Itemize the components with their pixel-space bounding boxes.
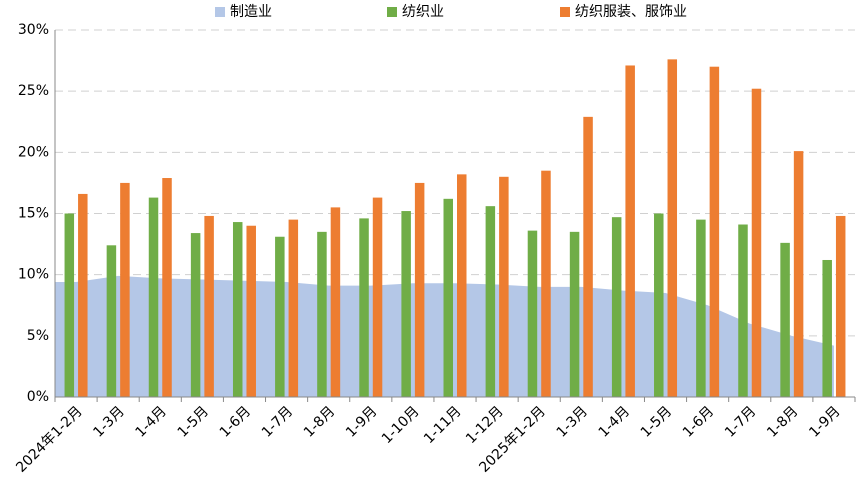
x-tick-label: 1-8月 (764, 403, 801, 440)
bar (330, 207, 341, 397)
bar (162, 178, 172, 397)
bar (457, 174, 467, 397)
bar (232, 222, 243, 397)
bar (527, 230, 538, 397)
bar (751, 88, 762, 397)
bar (667, 59, 678, 398)
bar (372, 197, 383, 397)
bar (414, 182, 425, 397)
bar (443, 198, 453, 397)
bar (401, 211, 411, 397)
x-tick-label: 1-9月 (806, 403, 843, 440)
x-tick-label: 1-11月 (421, 403, 465, 447)
x-tick-label: 1-7月 (722, 403, 759, 440)
bar (738, 224, 748, 397)
x-tick-label: 1-4月 (133, 403, 170, 440)
bar (106, 245, 117, 397)
x-tick-label: 1-3月 (554, 403, 591, 440)
x-tick-label: 1-10月 (379, 403, 423, 447)
bar (793, 151, 804, 397)
bar (64, 213, 75, 397)
bar (654, 213, 664, 397)
bar (780, 242, 790, 397)
bar (317, 231, 327, 397)
bar (611, 217, 622, 397)
bar (822, 259, 832, 397)
y-tick-label: 0% (27, 389, 49, 405)
x-tick-label: 1-6月 (680, 403, 717, 440)
bar (625, 65, 635, 397)
legend-label: 制造业 (230, 4, 272, 20)
x-tick-label: 1-9月 (343, 403, 380, 440)
legend-swatch (215, 7, 225, 17)
bar (190, 233, 201, 397)
bar (359, 218, 369, 397)
bar (148, 197, 159, 397)
x-tick-label: 1-8月 (301, 403, 338, 440)
x-tick-label: 1-7月 (259, 403, 296, 440)
x-tick-label: 1-5月 (638, 403, 675, 440)
legend-label: 纺织服装、服饰业 (575, 4, 687, 20)
x-tick-label: 1-3月 (90, 403, 127, 440)
legend-swatch (560, 7, 570, 17)
bar (204, 215, 214, 397)
bar (696, 219, 706, 397)
bar (709, 66, 720, 397)
y-tick-label: 5% (27, 328, 49, 344)
bar (485, 206, 496, 397)
bar (120, 182, 130, 397)
bar (835, 215, 846, 397)
x-tick-label: 1-6月 (217, 403, 254, 440)
y-tick-label: 20% (18, 144, 49, 160)
bar (275, 236, 285, 397)
bar (246, 225, 256, 397)
bar (499, 176, 509, 397)
legend-label: 纺织业 (402, 4, 444, 20)
y-tick-label: 15% (18, 206, 49, 222)
bar (569, 231, 580, 397)
y-tick-label: 10% (18, 267, 49, 283)
bar (78, 193, 88, 397)
x-tick-label: 1-5月 (175, 403, 212, 440)
y-tick-label: 30% (18, 22, 49, 38)
bar (541, 170, 551, 397)
bar (288, 219, 299, 397)
bar (583, 116, 593, 398)
y-tick-label: 25% (18, 83, 49, 99)
legend-swatch (387, 7, 397, 17)
x-tick-label: 1-4月 (596, 403, 633, 440)
x-tick-label: 2024年1-2月 (13, 403, 85, 475)
